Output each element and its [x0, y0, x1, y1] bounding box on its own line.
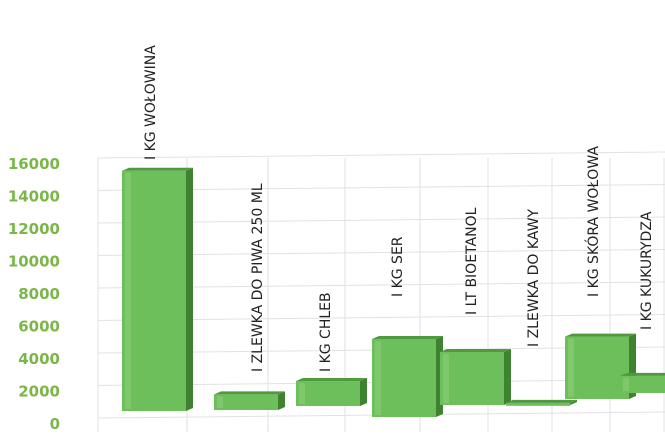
- bar-front: [372, 339, 436, 417]
- y-tick-label: 8000: [18, 285, 60, 303]
- category-label: I KG SKÓRA WOŁOWA: [584, 146, 602, 297]
- y-tick-label: 0: [50, 415, 60, 433]
- bar-front: [565, 336, 629, 399]
- bar-highlight: [375, 341, 381, 415]
- bar-front: [440, 351, 504, 405]
- bar-side: [504, 348, 511, 405]
- bar-top: [214, 391, 285, 395]
- bar-front: [122, 170, 186, 411]
- category-label: I ZLEWKA DO PIWA 250 ML: [250, 183, 266, 372]
- bar-8: [620, 372, 665, 393]
- bar-5: [440, 348, 511, 405]
- bar-side: [570, 399, 577, 405]
- bar-highlight: [623, 377, 629, 391]
- category-label: I KG WOŁOWINA: [143, 45, 159, 160]
- bar-top: [620, 372, 665, 376]
- y-tick-label: 2000: [18, 383, 60, 401]
- bar-side: [186, 167, 193, 411]
- category-label: I ZLEWKA DO KAWY: [526, 209, 542, 347]
- bar-1: [122, 167, 193, 411]
- bar-highlight: [568, 338, 574, 397]
- bar-front: [620, 375, 665, 393]
- category-labels: I KG WOŁOWINA I ZLEWKA DO PIWA 250 ML I KG…: [143, 45, 655, 372]
- bar-top: [565, 333, 636, 337]
- bar-highlight: [217, 396, 223, 408]
- bar-top: [296, 378, 367, 382]
- gridline-h: [97, 151, 665, 159]
- y-tick-label: 12000: [8, 220, 60, 238]
- bar-top: [372, 336, 443, 339]
- bars: [122, 167, 665, 417]
- bar-highlight: [299, 383, 305, 404]
- category-label: I KG SER: [390, 236, 406, 297]
- bar-front: [214, 394, 278, 410]
- category-label: I LT BIOETANOL: [464, 207, 480, 315]
- bar-highlight: [509, 404, 515, 406]
- bar-side: [278, 391, 285, 410]
- bar-top: [122, 167, 193, 171]
- category-label: I KG KUKURYDZA: [639, 211, 655, 330]
- bar-side: [360, 378, 367, 406]
- y-tick-label: 14000: [8, 188, 60, 206]
- category-label: I KG CHLEB: [318, 292, 334, 372]
- bar-front: [296, 381, 360, 406]
- y-tick-label: 4000: [18, 350, 60, 368]
- y-tick-label: 10000: [8, 253, 60, 271]
- bar-highlight: [125, 172, 131, 409]
- y-axis: 0 2000 4000 6000 8000 10000 12000 14000 16000: [8, 155, 60, 433]
- bar-top: [506, 399, 577, 403]
- y-tick-label: 16000: [8, 155, 60, 173]
- bar-front: [506, 402, 570, 406]
- bar-6: [506, 399, 577, 406]
- bar-7: [565, 333, 636, 399]
- bar-top: [440, 348, 511, 352]
- bar-4: [372, 336, 443, 417]
- bar-3: [296, 378, 367, 406]
- bar-highlight: [443, 353, 449, 403]
- y-tick-label: 6000: [18, 318, 60, 336]
- bar-2: [214, 391, 285, 410]
